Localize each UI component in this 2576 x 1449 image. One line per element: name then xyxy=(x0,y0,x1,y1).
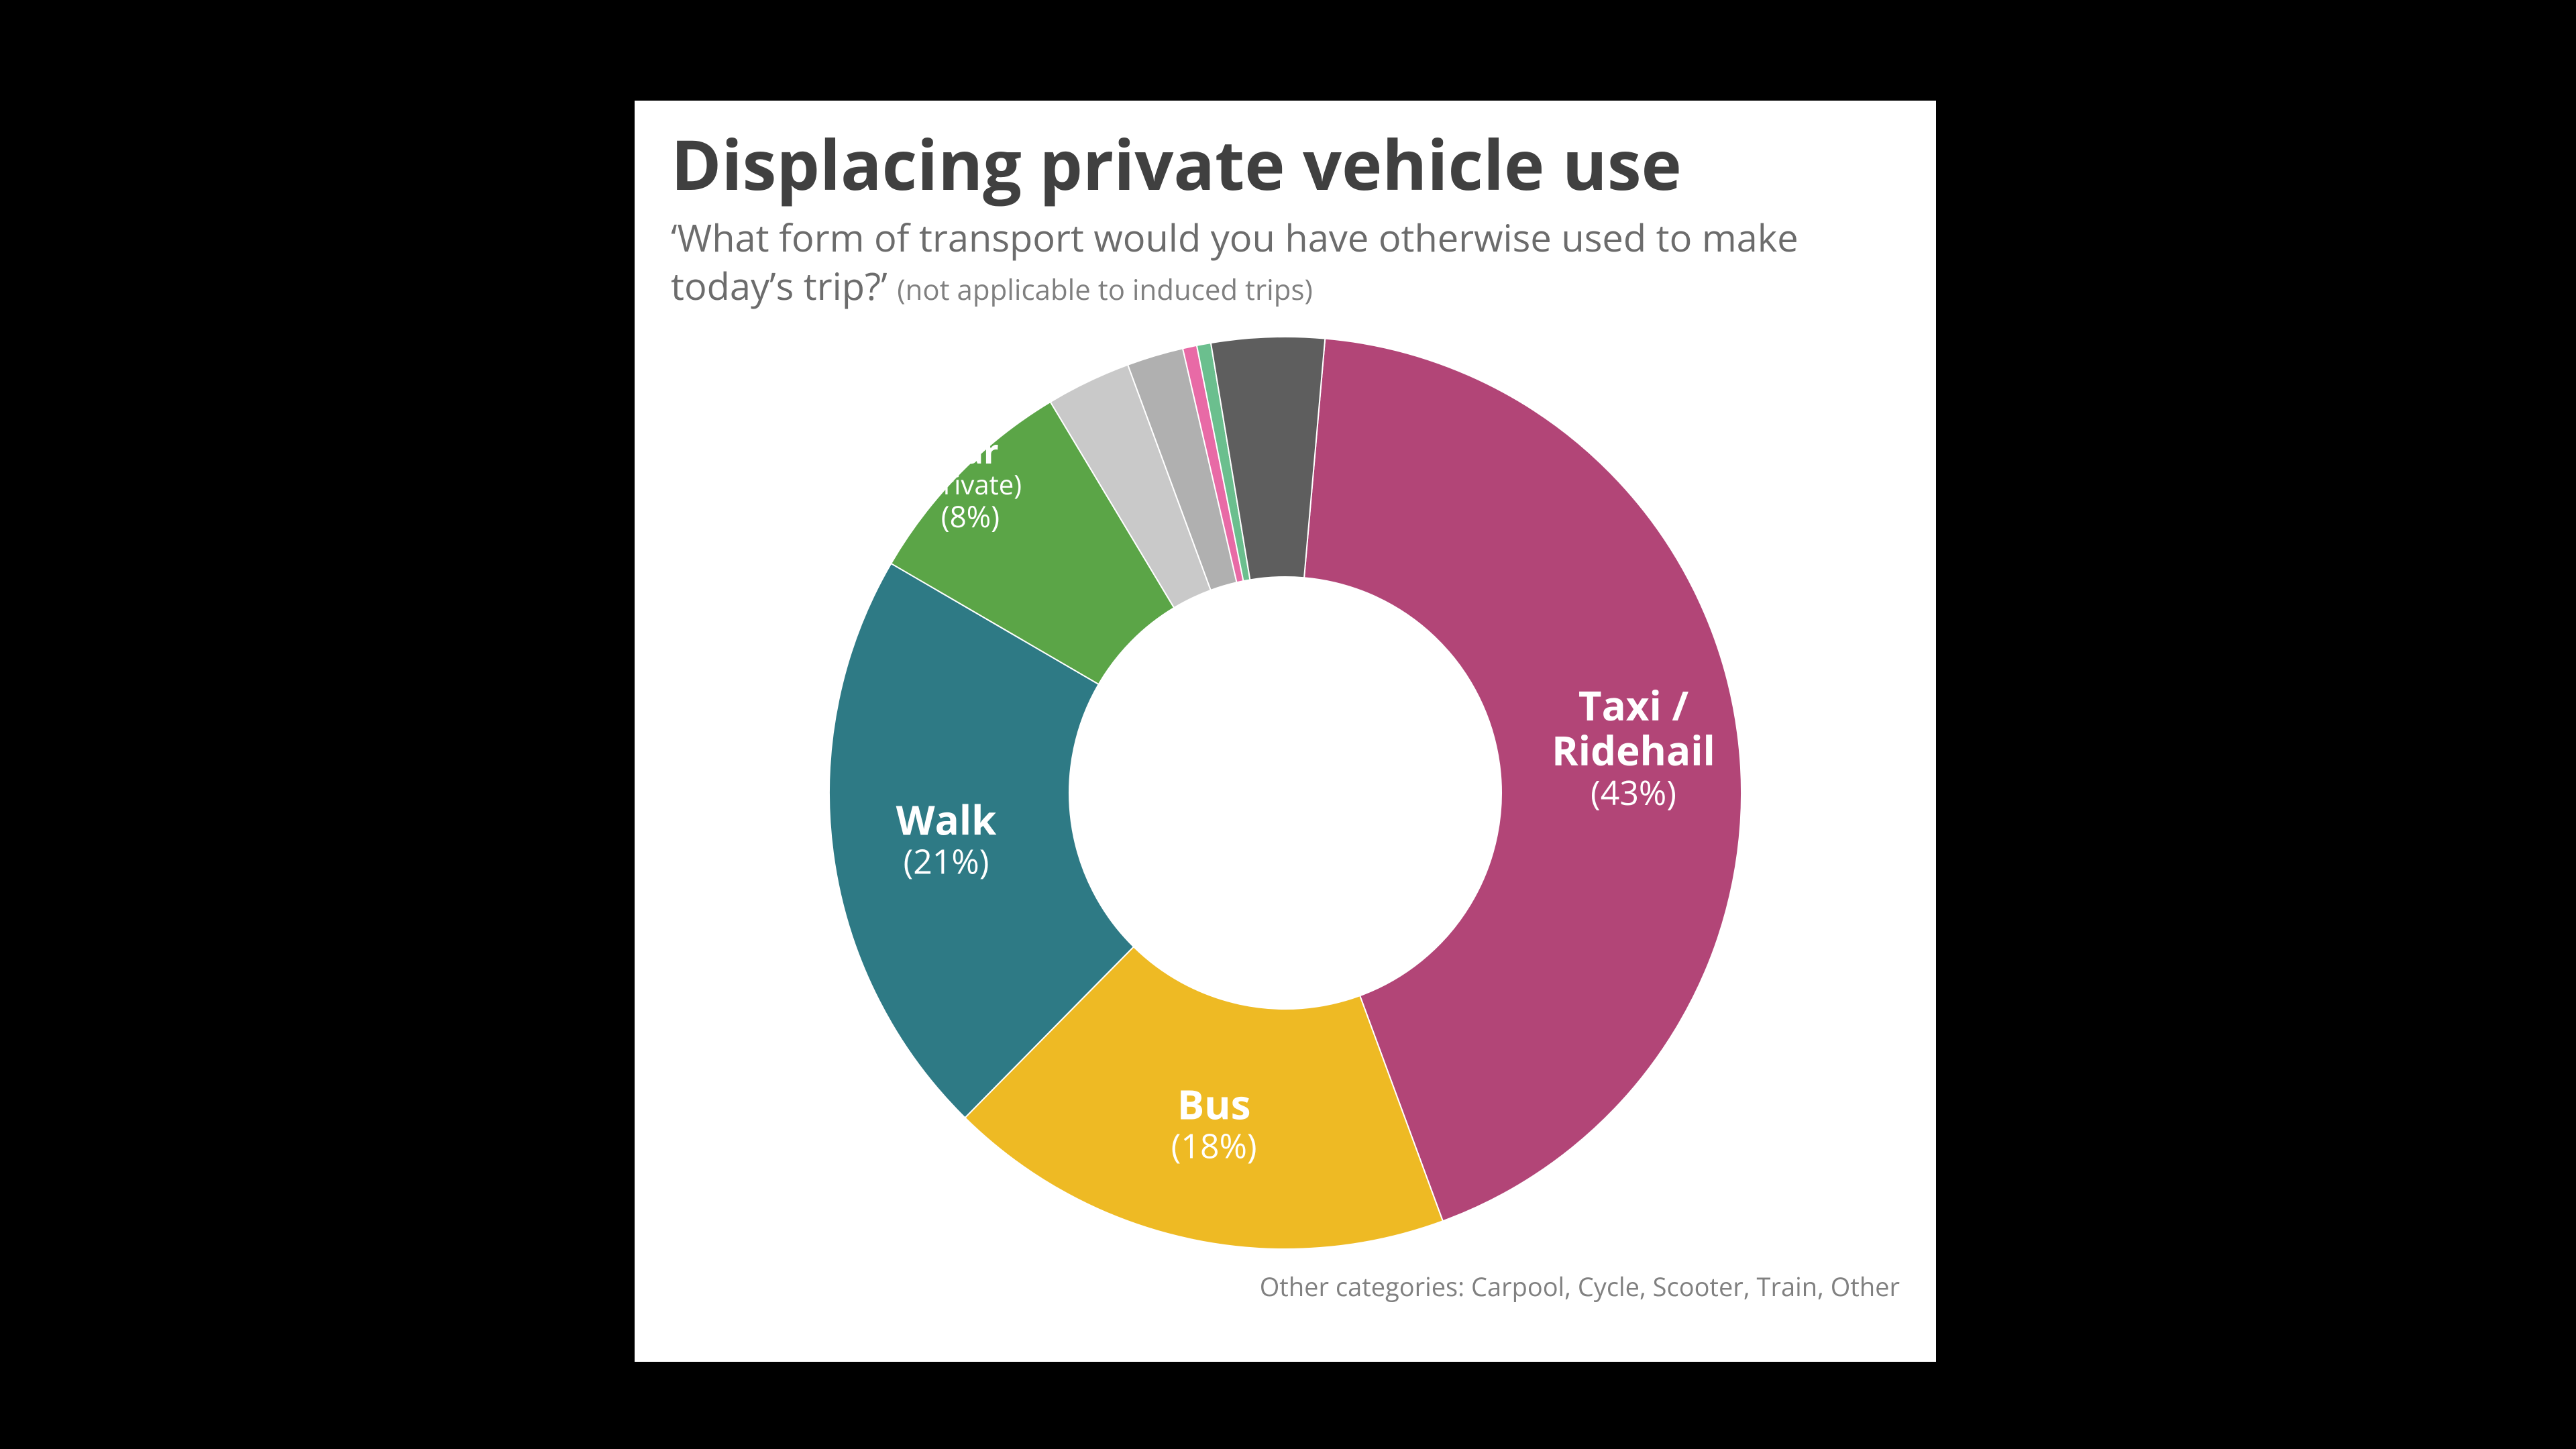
chart-subtitle: ‘What form of transport would you have o… xyxy=(671,214,1900,310)
subtitle-note: (not applicable to induced trips) xyxy=(897,270,1313,309)
slice-label-walk: Walk(21%) xyxy=(896,797,997,879)
chart-footnote: Other categories: Carpool, Cycle, Scoote… xyxy=(671,1269,1900,1304)
chart-card: Displacing private vehicle use ‘What for… xyxy=(635,101,1936,1362)
chart-title: Displacing private vehicle use xyxy=(671,127,1900,199)
slice-label-taxi: Taxi /Ridehail(43%) xyxy=(1552,683,1715,810)
donut-chart: Taxi /Ridehail(43%) Bus(18%) Walk(21%) Car(… xyxy=(822,330,1748,1256)
slice-label-car: Car(private)(8%) xyxy=(919,432,1022,533)
slice-label-bus: Bus(18%) xyxy=(1171,1082,1257,1165)
